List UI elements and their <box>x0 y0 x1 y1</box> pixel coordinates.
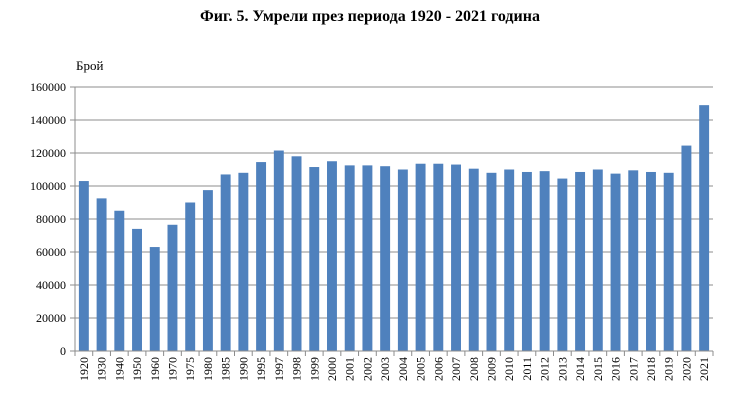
bar <box>397 169 408 351</box>
bar <box>486 172 497 351</box>
y-tick-label: 60000 <box>36 245 66 259</box>
bars <box>78 105 710 352</box>
bar <box>273 150 284 351</box>
bar <box>327 161 337 351</box>
x-tick-labels: 1920 1930 1940 1950 1960 1970 1975 1980 1985 1990… <box>77 357 711 381</box>
x-tick-label: 2015 <box>591 357 605 381</box>
bar <box>681 145 692 351</box>
x-tick-label: 1998 <box>290 357 304 381</box>
x-tick-label: 2010 <box>502 357 516 381</box>
x-tick-label: 2002 <box>360 357 374 381</box>
bar <box>539 171 550 351</box>
x-tick-label: 2017 <box>626 357 640 381</box>
y-tick-labels: 0 20000 40000 60000 80000 100000 120000 140000 1… <box>30 80 66 358</box>
x-tick-label: 2007 <box>449 357 463 381</box>
x-tick-label: 1950 <box>130 357 144 381</box>
x-tick-label: 1997 <box>272 357 286 381</box>
y-axis-label: Брой <box>76 58 103 73</box>
x-tick-label: 1920 <box>77 357 91 381</box>
x-tick-label: 1940 <box>112 357 126 381</box>
bar <box>504 169 515 351</box>
x-tick-label: 2012 <box>538 357 552 381</box>
bar <box>96 198 107 351</box>
y-tick-label: 40000 <box>36 278 66 292</box>
y-tick-label: 0 <box>60 344 66 358</box>
bar <box>575 171 586 351</box>
bar <box>415 163 426 351</box>
bar <box>557 178 568 351</box>
bar <box>433 163 444 351</box>
bar <box>468 168 479 351</box>
bar <box>628 170 639 351</box>
x-tick-label: 1970 <box>165 357 179 381</box>
bar <box>238 172 249 351</box>
bar <box>202 190 213 351</box>
bar <box>220 174 231 351</box>
x-tick-label: 2000 <box>325 357 339 381</box>
bar <box>592 169 603 351</box>
x-tick-label: 2019 <box>662 357 676 381</box>
y-tick-label: 80000 <box>36 212 66 226</box>
bar <box>291 156 302 351</box>
bar <box>114 210 125 351</box>
x-tick-label: 2005 <box>414 357 428 381</box>
x-tick-label: 2001 <box>343 357 357 381</box>
bar <box>185 202 196 351</box>
bar <box>451 164 461 351</box>
bar <box>344 165 355 351</box>
x-tick-label: 2004 <box>396 357 410 381</box>
x-tick-label: 2013 <box>555 357 569 381</box>
bar <box>646 171 656 351</box>
x-tick-label: 2011 <box>520 357 534 381</box>
bar <box>663 172 674 351</box>
bar <box>362 165 373 351</box>
bar <box>149 247 160 351</box>
x-tick-label: 2009 <box>484 357 498 381</box>
x-tick-label: 1990 <box>236 357 250 381</box>
chart-title: Фиг. 5. Умрели през периода 1920 - 2021 … <box>200 8 540 25</box>
x-tick-label: 1930 <box>95 357 109 381</box>
bar <box>167 224 178 351</box>
gridlines <box>75 86 713 319</box>
axes <box>70 86 714 356</box>
x-tick-label: 1985 <box>219 357 233 381</box>
y-tick-label: 160000 <box>30 80 66 94</box>
bar <box>380 166 391 351</box>
x-tick-label: 2016 <box>609 357 623 381</box>
bar <box>699 105 710 352</box>
y-tick-label: 120000 <box>30 146 66 160</box>
x-tick-label: 2008 <box>467 357 481 381</box>
x-tick-label: 2018 <box>644 357 658 381</box>
x-tick-label: 2021 <box>697 357 711 381</box>
bar <box>521 171 532 351</box>
y-tick-label: 20000 <box>36 311 66 325</box>
x-tick-label: 1975 <box>183 357 197 381</box>
bar <box>256 162 267 351</box>
x-tick-label: 2014 <box>573 357 587 381</box>
x-tick-label: 1960 <box>148 357 162 381</box>
x-tick-label: 2006 <box>431 357 445 381</box>
y-tick-label: 140000 <box>30 113 66 127</box>
x-tick-label: 1980 <box>201 357 215 381</box>
bar <box>132 228 142 351</box>
bar <box>610 173 621 351</box>
x-tick-label: 2020 <box>679 357 693 381</box>
x-tick-label: 2003 <box>378 357 392 381</box>
bar <box>78 181 89 351</box>
bar <box>309 167 320 351</box>
x-tick-label: 1999 <box>307 357 321 381</box>
y-tick-label: 100000 <box>30 179 66 193</box>
x-tick-label: 1995 <box>254 357 268 381</box>
